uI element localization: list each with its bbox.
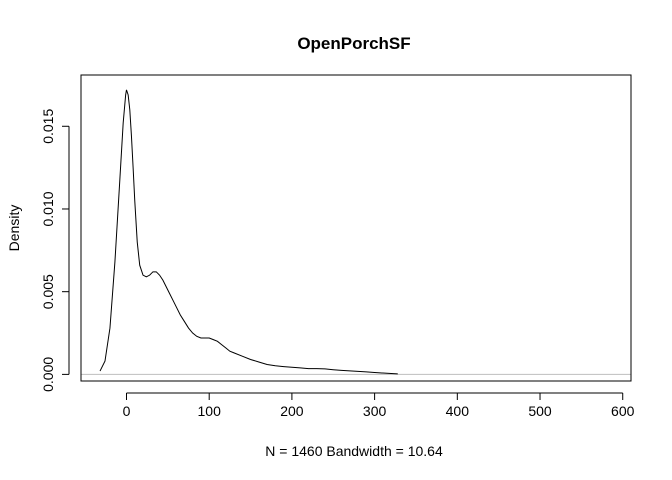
x-tick-label: 200 [280,403,304,419]
x-tick-label: 0 [123,403,131,419]
x-tick-label: 300 [363,403,387,419]
plot-frame [80,74,632,382]
y-tick-label: 0.015 [40,109,56,144]
y-tick-label: 0.005 [40,274,56,309]
y-axis: 0.000 0.005 0.010 0.015 [40,109,70,392]
y-axis-label: Density [6,205,22,252]
x-tick-label: 400 [446,403,470,419]
x-tick-label: 100 [198,403,222,419]
x-tick-label: 600 [611,403,635,419]
x-axis: 0 100 200 300 400 500 600 [123,392,635,419]
y-tick-label: 0.010 [40,191,56,226]
x-axis-label: N = 1460 Bandwidth = 10.64 [265,443,443,459]
x-tick-label: 500 [528,403,552,419]
chart-title: OpenPorchSF [297,34,410,53]
density-curve [99,89,398,375]
y-tick-label: 0.000 [40,357,56,392]
